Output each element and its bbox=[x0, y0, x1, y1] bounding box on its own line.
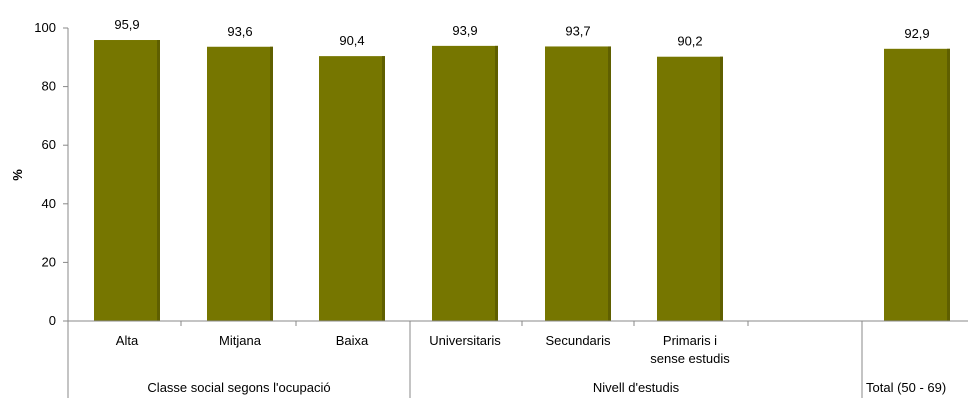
y-tick-label: 0 bbox=[49, 313, 56, 328]
y-axis: 0 20 40 60 80 100 bbox=[34, 20, 69, 328]
x-tick-label: Secundaris bbox=[545, 333, 611, 348]
bar-edge bbox=[947, 48, 950, 321]
data-labels: 95,9 93,6 90,4 93,9 93,7 90,2 92,9 bbox=[114, 17, 929, 49]
data-label: 92,9 bbox=[904, 26, 929, 41]
y-tick-label: 60 bbox=[42, 137, 56, 152]
group-label: Classe social segons l'ocupació bbox=[147, 380, 330, 395]
bar-edge bbox=[382, 56, 385, 322]
x-tick-label: Baixa bbox=[336, 333, 369, 348]
data-label: 93,7 bbox=[565, 23, 590, 38]
y-tick-label: 40 bbox=[42, 196, 56, 211]
x-tick-label: Mitjana bbox=[219, 333, 262, 348]
x-tick-label: Primaris i bbox=[663, 333, 717, 348]
bar bbox=[545, 46, 611, 322]
data-label: 93,9 bbox=[452, 23, 477, 38]
group-label: Total (50 - 69) bbox=[866, 380, 946, 395]
category-groups: Classe social segons l'ocupació Nivell d'… bbox=[147, 380, 946, 395]
data-label: 90,2 bbox=[677, 34, 702, 49]
x-tick-label: sense estudis bbox=[650, 351, 730, 366]
y-tick-label: 80 bbox=[42, 79, 56, 94]
bar bbox=[94, 40, 160, 321]
y-tick-label: 100 bbox=[34, 20, 56, 35]
bar-edge bbox=[608, 46, 611, 322]
y-axis-label: % bbox=[10, 169, 25, 181]
bar bbox=[884, 48, 950, 321]
bars bbox=[94, 40, 950, 322]
x-tick-label: Alta bbox=[116, 333, 139, 348]
bar-edge bbox=[270, 46, 273, 321]
bar bbox=[319, 56, 385, 322]
data-label: 95,9 bbox=[114, 17, 139, 32]
group-label: Nivell d'estudis bbox=[593, 380, 680, 395]
bar bbox=[432, 45, 498, 322]
bar bbox=[657, 56, 723, 322]
data-label: 93,6 bbox=[227, 24, 252, 39]
data-label: 90,4 bbox=[339, 33, 364, 48]
bar-edge bbox=[157, 40, 160, 321]
x-tick-label: Universitaris bbox=[429, 333, 501, 348]
bar-edge bbox=[495, 45, 498, 322]
bar bbox=[207, 46, 273, 321]
y-tick-label: 20 bbox=[42, 254, 56, 269]
x-axis: Alta Mitjana Baixa Universitaris Secundaris P… bbox=[67, 320, 968, 398]
bar-edge bbox=[720, 56, 723, 322]
